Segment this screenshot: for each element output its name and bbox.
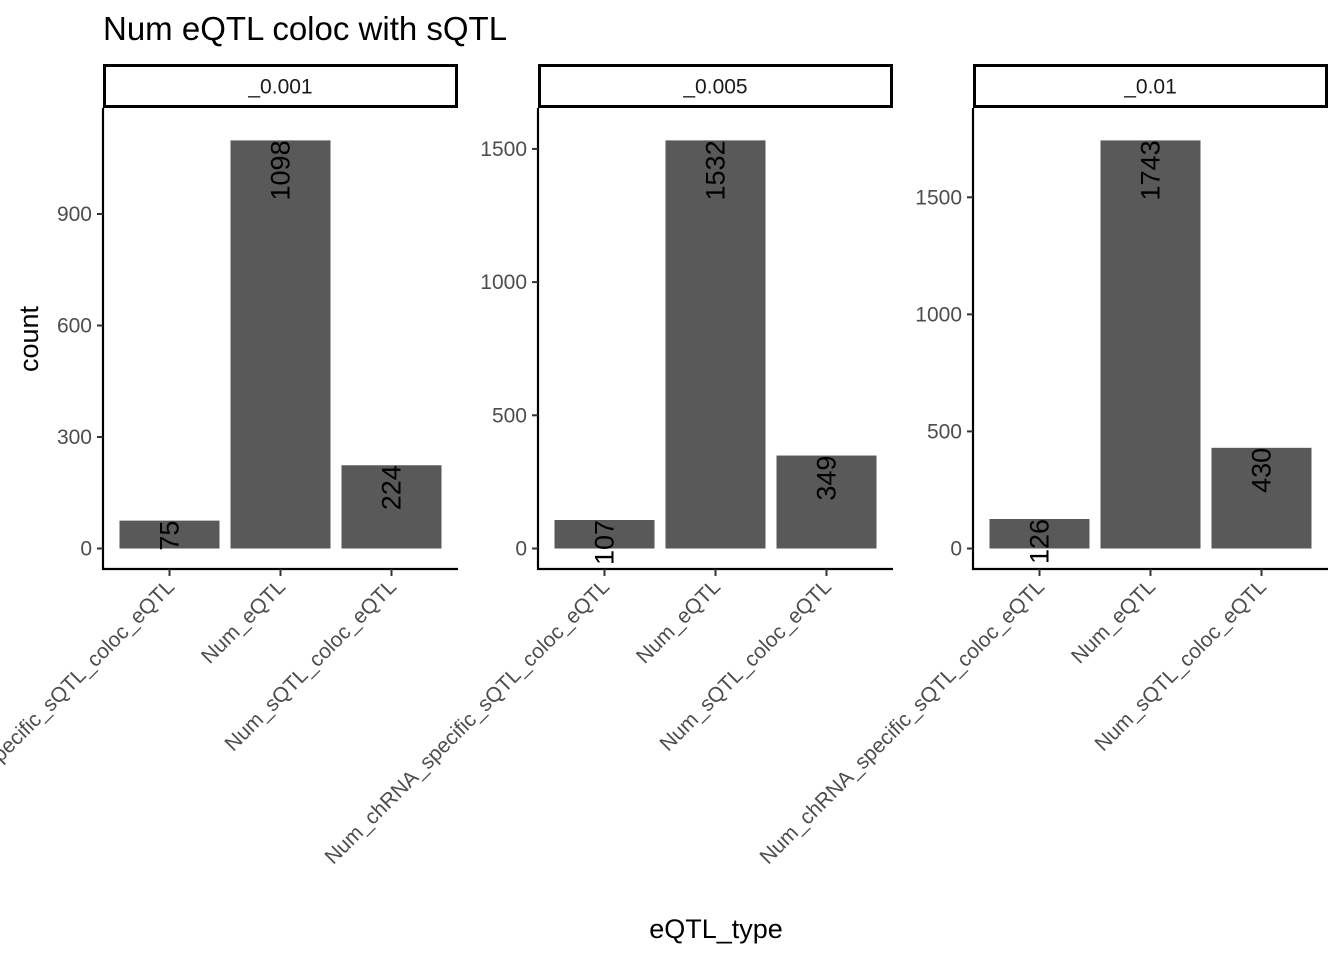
y-tick-label: 1500 (480, 138, 527, 161)
bar-value-label: 430 (1247, 448, 1277, 493)
x-tick-label: Num_eQTL (632, 575, 725, 668)
y-tick-label: 900 (57, 203, 92, 226)
bar-value-label: 75 (155, 521, 185, 551)
y-tick-label: 0 (950, 538, 962, 561)
facet-strip-label: _0.001 (247, 76, 312, 99)
facet-strip (538, 64, 893, 108)
y-tick-label: 0 (80, 538, 92, 561)
bar-2 (665, 140, 766, 549)
bar-value-label: 107 (590, 520, 620, 565)
bar-1 (554, 519, 655, 549)
facet-strip (103, 64, 458, 108)
bar-value-label: 1098 (266, 140, 296, 200)
facet-strip-label: _0.01 (1123, 76, 1177, 99)
facet-strip (973, 64, 1328, 108)
y-tick-label: 0 (515, 538, 527, 561)
bar-value-label: 126 (1025, 519, 1055, 564)
facet-strip-label: _0.005 (682, 76, 747, 99)
y-tick-label: 500 (927, 420, 962, 443)
y-axis-title: count (14, 305, 44, 372)
bar-value-label: 1532 (701, 140, 731, 200)
x-axis-title: eQTL_type (649, 914, 783, 944)
bar-2 (1100, 140, 1201, 549)
y-tick-label: 300 (57, 426, 92, 449)
bar-3 (776, 455, 877, 549)
bar-3 (1211, 447, 1312, 549)
y-tick-label: 1000 (915, 303, 962, 326)
y-tick-label: 1500 (915, 186, 962, 209)
facet-panels: _0.001 75 1098 224 0 300 600 900 Num_chRNA_speci… (0, 64, 1328, 869)
bar-1 (119, 520, 220, 549)
bar-value-label: 1743 (1136, 140, 1166, 200)
facet-panel-1: _0.001 75 1098 224 0 300 600 900 Num_chRNA_speci… (0, 64, 458, 869)
bar-1 (989, 518, 1090, 549)
y-tick-label: 1000 (480, 271, 527, 294)
x-tick-label: Num_chRNA_specific_sQTL_coloc_eQTL (0, 575, 179, 869)
x-tick-label: Num_eQTL (197, 575, 290, 668)
bar-2 (230, 140, 331, 549)
x-tick-label: Num_eQTL (1067, 575, 1160, 668)
bar-3 (341, 465, 442, 549)
bar-value-label: 349 (812, 456, 842, 501)
y-tick-label: 500 (492, 404, 527, 427)
chart-title: Num eQTL coloc with sQTL (103, 10, 507, 47)
bar-value-label: 224 (377, 465, 407, 510)
y-tick-label: 600 (57, 314, 92, 337)
